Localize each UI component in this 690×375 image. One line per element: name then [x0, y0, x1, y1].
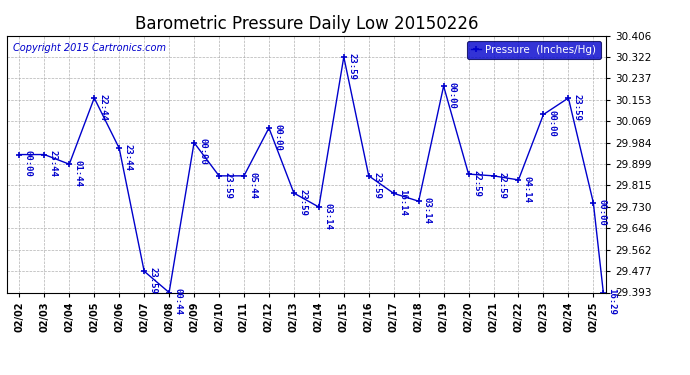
Pressure  (Inches/Hg) [265, 126, 273, 130]
Text: 03:14: 03:14 [423, 197, 432, 224]
Pressure  (Inches/Hg) [140, 269, 148, 273]
Pressure  (Inches/Hg) [514, 178, 522, 182]
Text: 16:29: 16:29 [607, 288, 616, 315]
Text: 00:00: 00:00 [548, 110, 557, 137]
Pressure  (Inches/Hg) [315, 205, 323, 209]
Pressure  (Inches/Hg) [564, 96, 573, 100]
Text: 23:59: 23:59 [373, 172, 382, 198]
Pressure  (Inches/Hg) [390, 191, 398, 196]
Text: 23:44: 23:44 [48, 150, 57, 177]
Text: 03:14: 03:14 [323, 203, 332, 230]
Pressure  (Inches/Hg) [415, 199, 423, 204]
Text: 16:14: 16:14 [398, 189, 407, 216]
Line: Pressure  (Inches/Hg): Pressure (Inches/Hg) [16, 54, 607, 296]
Text: 00:44: 00:44 [173, 288, 182, 315]
Text: 23:59: 23:59 [573, 94, 582, 121]
Text: 05:44: 05:44 [248, 172, 257, 198]
Pressure  (Inches/Hg) [290, 191, 298, 195]
Legend: Pressure  (Inches/Hg): Pressure (Inches/Hg) [466, 41, 600, 59]
Text: 00:00: 00:00 [598, 199, 607, 225]
Text: 23:59: 23:59 [348, 53, 357, 80]
Pressure  (Inches/Hg) [65, 162, 73, 166]
Pressure  (Inches/Hg) [464, 172, 473, 176]
Text: 22:59: 22:59 [497, 172, 506, 198]
Pressure  (Inches/Hg) [364, 174, 373, 178]
Pressure  (Inches/Hg) [40, 152, 48, 157]
Pressure  (Inches/Hg) [240, 174, 248, 178]
Text: 23:59: 23:59 [298, 189, 307, 216]
Text: 00:00: 00:00 [448, 82, 457, 109]
Pressure  (Inches/Hg) [489, 174, 497, 178]
Pressure  (Inches/Hg) [165, 290, 173, 295]
Text: 00:00: 00:00 [273, 124, 282, 151]
Pressure  (Inches/Hg) [540, 112, 548, 117]
Text: 04:14: 04:14 [522, 176, 531, 203]
Text: 23:44: 23:44 [124, 144, 132, 171]
Title: Barometric Pressure Daily Low 20150226: Barometric Pressure Daily Low 20150226 [135, 15, 478, 33]
Pressure  (Inches/Hg) [589, 201, 598, 205]
Pressure  (Inches/Hg) [599, 290, 607, 295]
Pressure  (Inches/Hg) [190, 140, 198, 145]
Text: 00:00: 00:00 [198, 138, 207, 165]
Text: Copyright 2015 Cartronics.com: Copyright 2015 Cartronics.com [13, 44, 166, 53]
Text: 01:44: 01:44 [73, 160, 82, 187]
Pressure  (Inches/Hg) [15, 152, 23, 157]
Text: 23:59: 23:59 [223, 172, 232, 198]
Text: 23:59: 23:59 [148, 267, 157, 294]
Pressure  (Inches/Hg) [440, 84, 448, 88]
Pressure  (Inches/Hg) [90, 96, 99, 100]
Pressure  (Inches/Hg) [115, 146, 124, 150]
Text: 00:00: 00:00 [23, 150, 32, 177]
Pressure  (Inches/Hg) [215, 174, 223, 178]
Text: 22:44: 22:44 [99, 94, 108, 121]
Pressure  (Inches/Hg) [339, 55, 348, 59]
Text: 22:59: 22:59 [473, 170, 482, 197]
